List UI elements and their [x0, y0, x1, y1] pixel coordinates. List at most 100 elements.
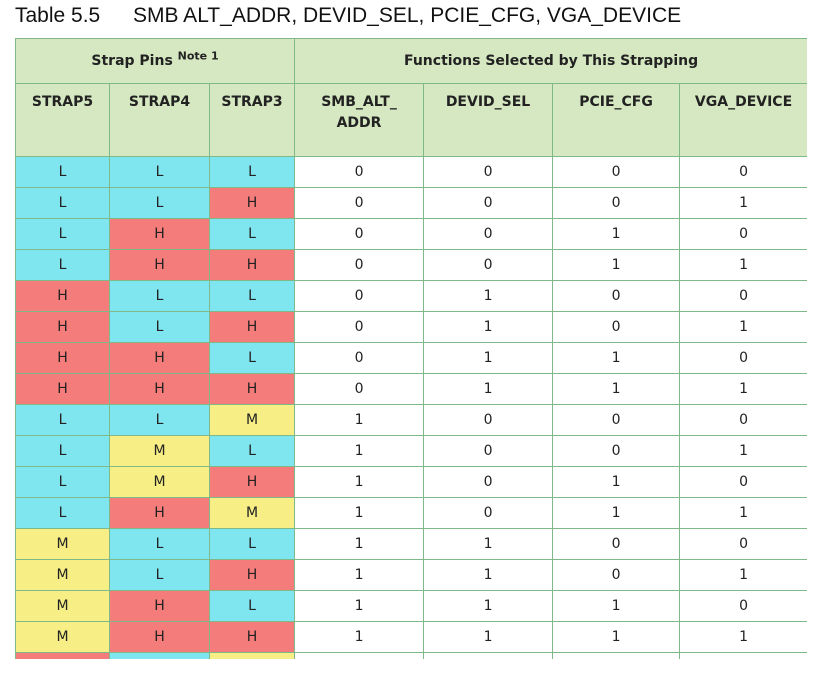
strap-cell: L — [109, 404, 210, 436]
function-value-cell — [679, 652, 807, 659]
function-value-cell — [552, 652, 681, 659]
function-value-cell: 0 — [552, 280, 681, 312]
strap-cell: H — [208, 559, 296, 591]
column-header-strap5: STRAP5 — [15, 83, 110, 157]
function-value-cell: 0 — [294, 342, 425, 374]
column-header-pcie-cfg: PCIE_CFG — [552, 83, 681, 157]
function-value-cell: 0 — [552, 187, 681, 219]
strap-cell: H — [208, 466, 296, 498]
strap-cell: M — [15, 528, 110, 560]
strap-cell: H — [15, 373, 110, 405]
strap-cell: H — [109, 373, 210, 405]
function-value-cell: 1 — [294, 435, 425, 467]
strap-cell: M — [15, 559, 110, 591]
column-header-strap4: STRAP4 — [109, 83, 210, 157]
column-header-devid-sel: DEVID_SEL — [423, 83, 554, 157]
strap-cell: H — [109, 249, 210, 281]
strap-cell: L — [109, 311, 210, 343]
function-value-cell: 0 — [552, 311, 681, 343]
function-value-cell: 0 — [423, 218, 554, 250]
function-value-cell: 1 — [552, 466, 681, 498]
function-value-cell: 0 — [679, 466, 807, 498]
function-value-cell: 0 — [679, 218, 807, 250]
strap-cell: H — [109, 497, 210, 529]
strap-cell — [109, 652, 210, 659]
function-value-cell: 0 — [294, 218, 425, 250]
function-value-cell: 1 — [679, 249, 807, 281]
strap-cell: L — [109, 156, 210, 188]
function-value-cell: 1 — [552, 590, 681, 622]
table-number: Table 5.5 — [15, 4, 101, 27]
strap-cell: M — [15, 590, 110, 622]
column-header-row: STRAP5 STRAP4 STRAP3 SMB_ALT_ ADDR DEVID_SEL P… — [15, 83, 807, 157]
strap-cell: H — [109, 621, 210, 653]
function-value-cell: 0 — [552, 404, 681, 436]
strap-cell: L — [15, 249, 110, 281]
function-value-cell: 1 — [552, 342, 681, 374]
function-value-cell: 1 — [294, 528, 425, 560]
function-value-cell: 0 — [423, 435, 554, 467]
function-value-cell: 0 — [552, 559, 681, 591]
group-header-row: Strap Pins Note 1 Functions Selected by … — [15, 38, 807, 84]
strap-cell: H — [109, 342, 210, 374]
function-value-cell: 1 — [679, 621, 807, 653]
strap-cell: H — [208, 621, 296, 653]
column-header-strap3: STRAP3 — [208, 83, 296, 157]
function-value-cell — [423, 652, 554, 659]
strap-cell — [15, 652, 110, 659]
strap-cell: L — [208, 528, 296, 560]
strapping-table-container: Strap Pins Note 1 Functions Selected by … — [15, 38, 807, 659]
strapping-table: Strap Pins Note 1 Functions Selected by … — [15, 38, 807, 659]
function-value-cell: 0 — [294, 156, 425, 188]
function-value-cell: 1 — [679, 187, 807, 219]
function-value-cell: 1 — [552, 218, 681, 250]
function-value-cell: 1 — [294, 621, 425, 653]
column-header-vga-device: VGA_DEVICE — [679, 83, 807, 157]
function-value-cell: 1 — [679, 559, 807, 591]
strap-cell: H — [109, 218, 210, 250]
table-caption: Table 5.5 SMB ALT_ADDR, DEVID_SEL, PCIE_C… — [15, 0, 681, 32]
function-value-cell: 0 — [423, 156, 554, 188]
function-value-cell: 1 — [423, 342, 554, 374]
function-value-cell: 0 — [423, 249, 554, 281]
column-header-smb-alt-addr: SMB_ALT_ ADDR — [294, 83, 425, 157]
function-value-cell: 0 — [679, 590, 807, 622]
function-value-cell: 1 — [679, 311, 807, 343]
strap-cell: L — [15, 187, 110, 219]
function-value-cell: 1 — [423, 528, 554, 560]
function-value-cell: 0 — [679, 156, 807, 188]
table-title: SMB ALT_ADDR, DEVID_SEL, PCIE_CFG, VGA_D… — [133, 4, 682, 27]
strap-cell: H — [15, 342, 110, 374]
function-value-cell: 0 — [294, 373, 425, 405]
function-value-cell: 1 — [294, 404, 425, 436]
function-value-cell: 1 — [552, 497, 681, 529]
function-value-cell: 1 — [294, 466, 425, 498]
strap-cell: L — [208, 156, 296, 188]
strap-cell: M — [109, 435, 210, 467]
function-value-cell — [294, 652, 425, 659]
strap-cell: L — [15, 404, 110, 436]
strap-cell: M — [15, 621, 110, 653]
function-value-cell: 0 — [423, 187, 554, 219]
function-value-cell: 0 — [552, 156, 681, 188]
function-value-cell: 0 — [294, 187, 425, 219]
function-value-cell: 1 — [423, 373, 554, 405]
function-value-cell: 1 — [423, 280, 554, 312]
function-value-cell: 1 — [679, 435, 807, 467]
table-row-partial — [15, 652, 807, 659]
function-value-cell: 1 — [423, 311, 554, 343]
strap-cell: L — [109, 528, 210, 560]
function-value-cell: 0 — [423, 497, 554, 529]
strap-cell: M — [109, 466, 210, 498]
strap-cell — [208, 652, 296, 659]
function-value-cell: 0 — [679, 528, 807, 560]
